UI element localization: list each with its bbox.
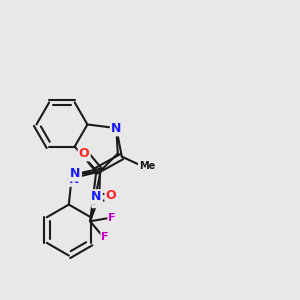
Text: N: N: [111, 122, 122, 135]
Text: F: F: [92, 197, 100, 207]
Text: F: F: [101, 232, 109, 242]
Text: N: N: [70, 167, 81, 180]
Text: O: O: [106, 189, 116, 202]
Text: F: F: [109, 213, 116, 223]
Text: N: N: [69, 172, 80, 186]
Text: Me: Me: [139, 161, 155, 171]
Text: O: O: [79, 147, 89, 160]
Text: N: N: [91, 190, 102, 203]
